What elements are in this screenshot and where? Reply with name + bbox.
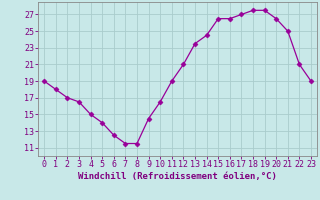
X-axis label: Windchill (Refroidissement éolien,°C): Windchill (Refroidissement éolien,°C)	[78, 172, 277, 181]
